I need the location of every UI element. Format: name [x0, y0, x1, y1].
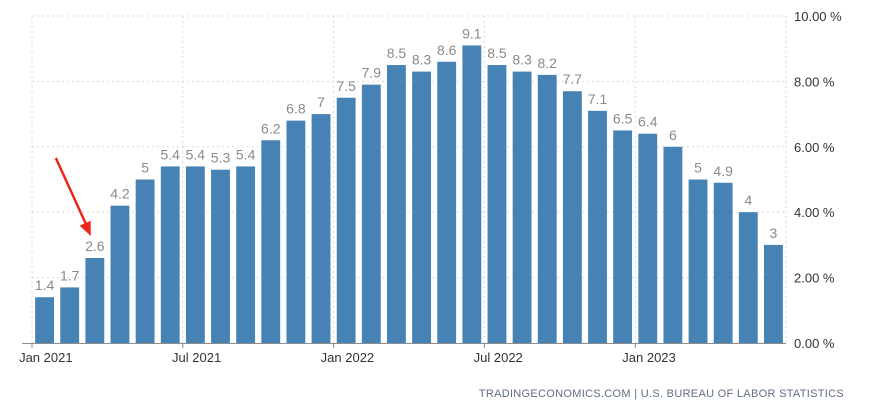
value-label: 5.4 — [160, 146, 180, 162]
value-label: 1.4 — [35, 277, 55, 293]
bar — [588, 110, 607, 343]
x-tick-label: Jan 2023 — [622, 350, 676, 365]
bar — [738, 212, 758, 343]
bar — [110, 205, 130, 343]
value-label: 5 — [141, 160, 149, 176]
x-tick-label: Jul 2021 — [172, 350, 221, 365]
value-label: 8.2 — [537, 55, 557, 71]
grid-lines — [22, 15, 787, 344]
value-label: 8.3 — [512, 52, 532, 68]
value-label: 9.1 — [462, 25, 482, 41]
value-label: 5 — [694, 160, 702, 176]
bar — [236, 166, 256, 343]
value-label: 6 — [669, 127, 677, 143]
bar — [261, 140, 281, 343]
bar-series — [35, 45, 783, 344]
bar — [688, 179, 708, 343]
bar — [562, 91, 582, 344]
value-label: 4.2 — [110, 186, 130, 202]
bar — [185, 166, 205, 343]
bar — [85, 257, 105, 343]
x-tick-label: Jan 2021 — [19, 350, 73, 365]
y-tick-label: 10.00 % — [794, 9, 842, 24]
value-labels: 1.4 1.7 2.6 4.2 5 5.4 5.4 5.3 5.4 6.2 6.8 7 7.5 7.9 8.… — [35, 25, 778, 293]
value-label: 8.5 — [487, 45, 507, 61]
value-label: 6.8 — [286, 101, 306, 117]
bar — [512, 71, 532, 343]
value-label: 8.5 — [387, 45, 407, 61]
y-tick-label: 4.00 % — [794, 205, 835, 220]
value-label: 7.5 — [336, 78, 356, 94]
bar — [336, 97, 356, 343]
bar — [412, 71, 431, 343]
y-tick-label: 6.00 % — [794, 140, 835, 155]
bar — [713, 182, 733, 343]
y-axis: 0.00 % 2.00 % 4.00 % 6.00 % 8.00 % 10.00 % — [794, 9, 842, 351]
x-tick-label: Jan 2022 — [321, 350, 375, 365]
bar — [487, 65, 507, 344]
bar — [135, 179, 155, 343]
bar — [537, 74, 557, 344]
value-label: 7.7 — [563, 71, 583, 87]
value-label: 6.4 — [638, 114, 658, 130]
bar — [437, 61, 457, 343]
y-tick-label: 2.00 % — [794, 271, 835, 286]
bar — [462, 45, 482, 344]
y-tick-label: 8.00 % — [794, 74, 835, 89]
value-label: 7.1 — [588, 91, 608, 107]
x-axis: Jan 2021 Jul 2021 Jan 2022 Jul 2022 Jan 2023 — [19, 343, 676, 365]
bar — [663, 146, 683, 343]
value-label: 5.4 — [186, 146, 206, 162]
value-label: 7 — [317, 94, 325, 110]
value-label: 5.4 — [236, 146, 256, 162]
bar — [311, 114, 331, 343]
value-label: 8.3 — [412, 52, 432, 68]
bar — [60, 287, 80, 343]
bar — [387, 65, 406, 344]
value-label: 5.3 — [211, 150, 231, 166]
bar — [160, 166, 180, 343]
value-label: 4 — [744, 192, 752, 208]
value-label: 4.9 — [713, 163, 733, 179]
bar — [764, 244, 783, 343]
x-tick-label: Jul 2022 — [474, 350, 523, 365]
bar — [35, 297, 54, 343]
bar — [613, 130, 633, 343]
highlight-arrow — [54, 157, 91, 236]
value-label: 1.7 — [60, 267, 80, 283]
bar — [361, 84, 381, 344]
value-label: 6.5 — [613, 110, 633, 126]
value-label: 8.6 — [437, 42, 457, 58]
value-label: 3 — [770, 225, 778, 241]
source-note: TRADINGECONOMICS.COM | U.S. BUREAU OF LA… — [478, 388, 844, 400]
y-tick-label: 0.00 % — [794, 336, 835, 351]
bar — [286, 120, 306, 343]
bar — [638, 133, 658, 343]
value-label: 2.6 — [85, 238, 105, 254]
arrow-head — [79, 220, 91, 236]
value-label: 7.9 — [362, 65, 382, 81]
arrow-shaft — [54, 157, 88, 227]
bar — [211, 169, 230, 343]
value-label: 6.2 — [261, 120, 281, 136]
